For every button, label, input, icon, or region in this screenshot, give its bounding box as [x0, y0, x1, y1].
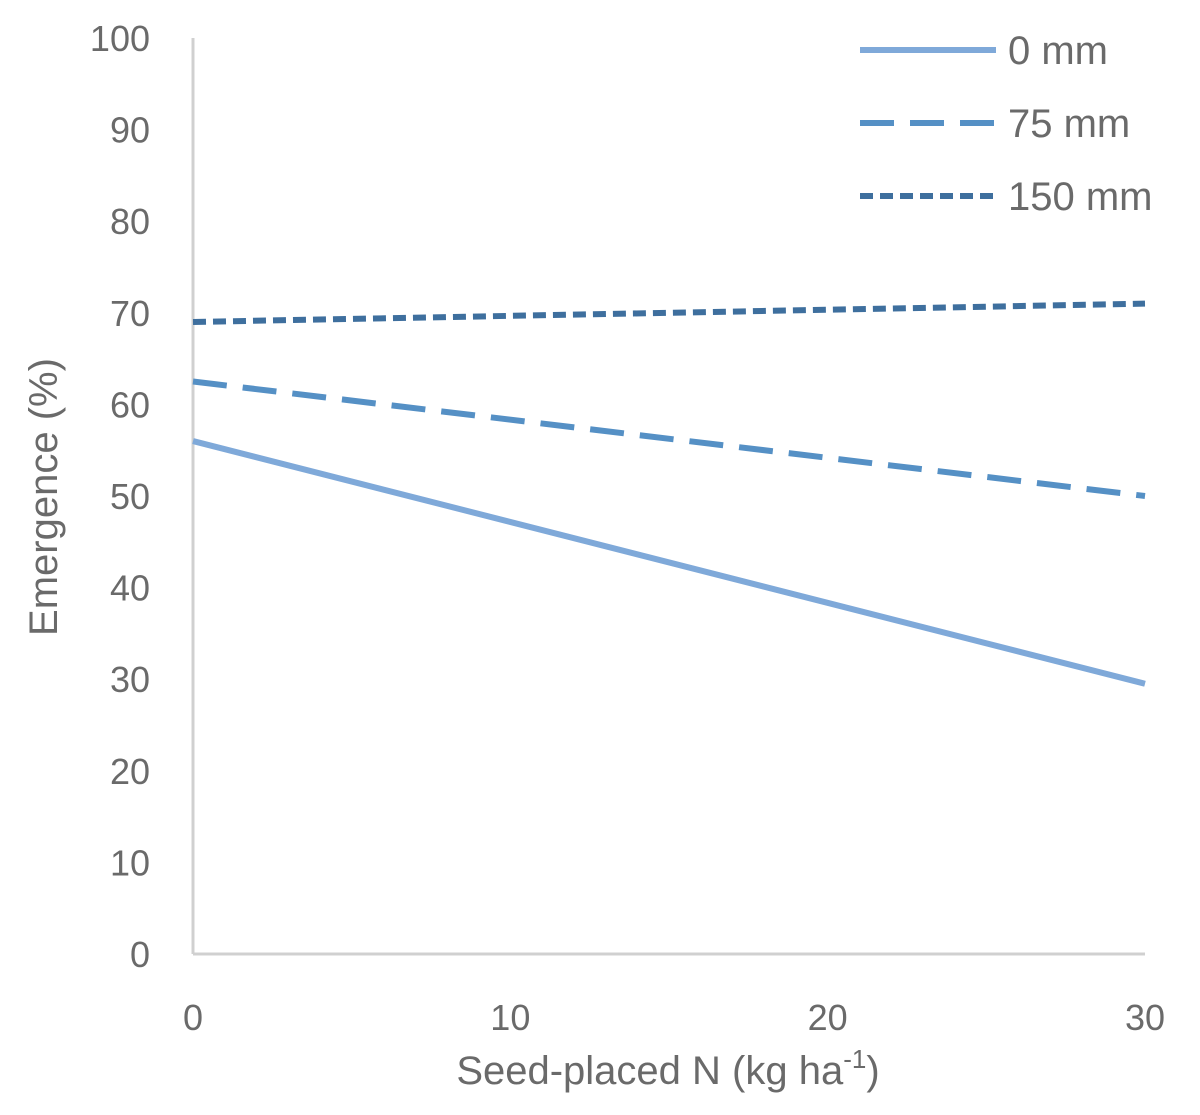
x-axis-title-superscript: -1 [843, 1044, 866, 1074]
y-tick-label: 0 [130, 934, 150, 975]
series-line-75-mm [192, 378, 1146, 499]
y-tick-label: 30 [110, 659, 150, 700]
y-tick-label: 50 [110, 476, 150, 517]
legend-label: 150 mm [1008, 175, 1153, 219]
y-tick-labels: 0 10 20 30 40 50 60 70 80 90 100 [90, 18, 150, 975]
x-axis-title-suffix: ) [866, 1049, 879, 1093]
x-axis-title-main: Seed-placed N (kg ha [456, 1049, 844, 1093]
y-tick-label: 70 [110, 293, 150, 334]
y-axis-title: Emergence (%) [22, 358, 66, 636]
x-tick-label: 0 [183, 997, 203, 1038]
series-lines [192, 300, 1146, 687]
y-tick-label: 80 [110, 201, 150, 242]
series-line-150-mm [192, 300, 1146, 325]
x-tick-label: 30 [1125, 997, 1165, 1038]
legend: 0 mm 75 mm 150 mm [860, 29, 1153, 219]
x-tick-label: 20 [808, 997, 848, 1038]
legend-label: 75 mm [1008, 102, 1130, 146]
x-axis-title: Seed-placed N (kg ha-1) [456, 1044, 879, 1093]
series-line-0-mm [192, 438, 1146, 687]
x-tick-labels: 0 10 20 30 [183, 997, 1165, 1038]
y-tick-label: 60 [110, 384, 150, 425]
x-tick-label: 10 [490, 997, 530, 1038]
y-tick-label: 100 [90, 18, 150, 59]
legend-label: 0 mm [1008, 29, 1108, 73]
y-tick-label: 10 [110, 842, 150, 883]
y-tick-label: 90 [110, 110, 150, 151]
y-tick-label: 40 [110, 568, 150, 609]
y-tick-label: 20 [110, 751, 150, 792]
